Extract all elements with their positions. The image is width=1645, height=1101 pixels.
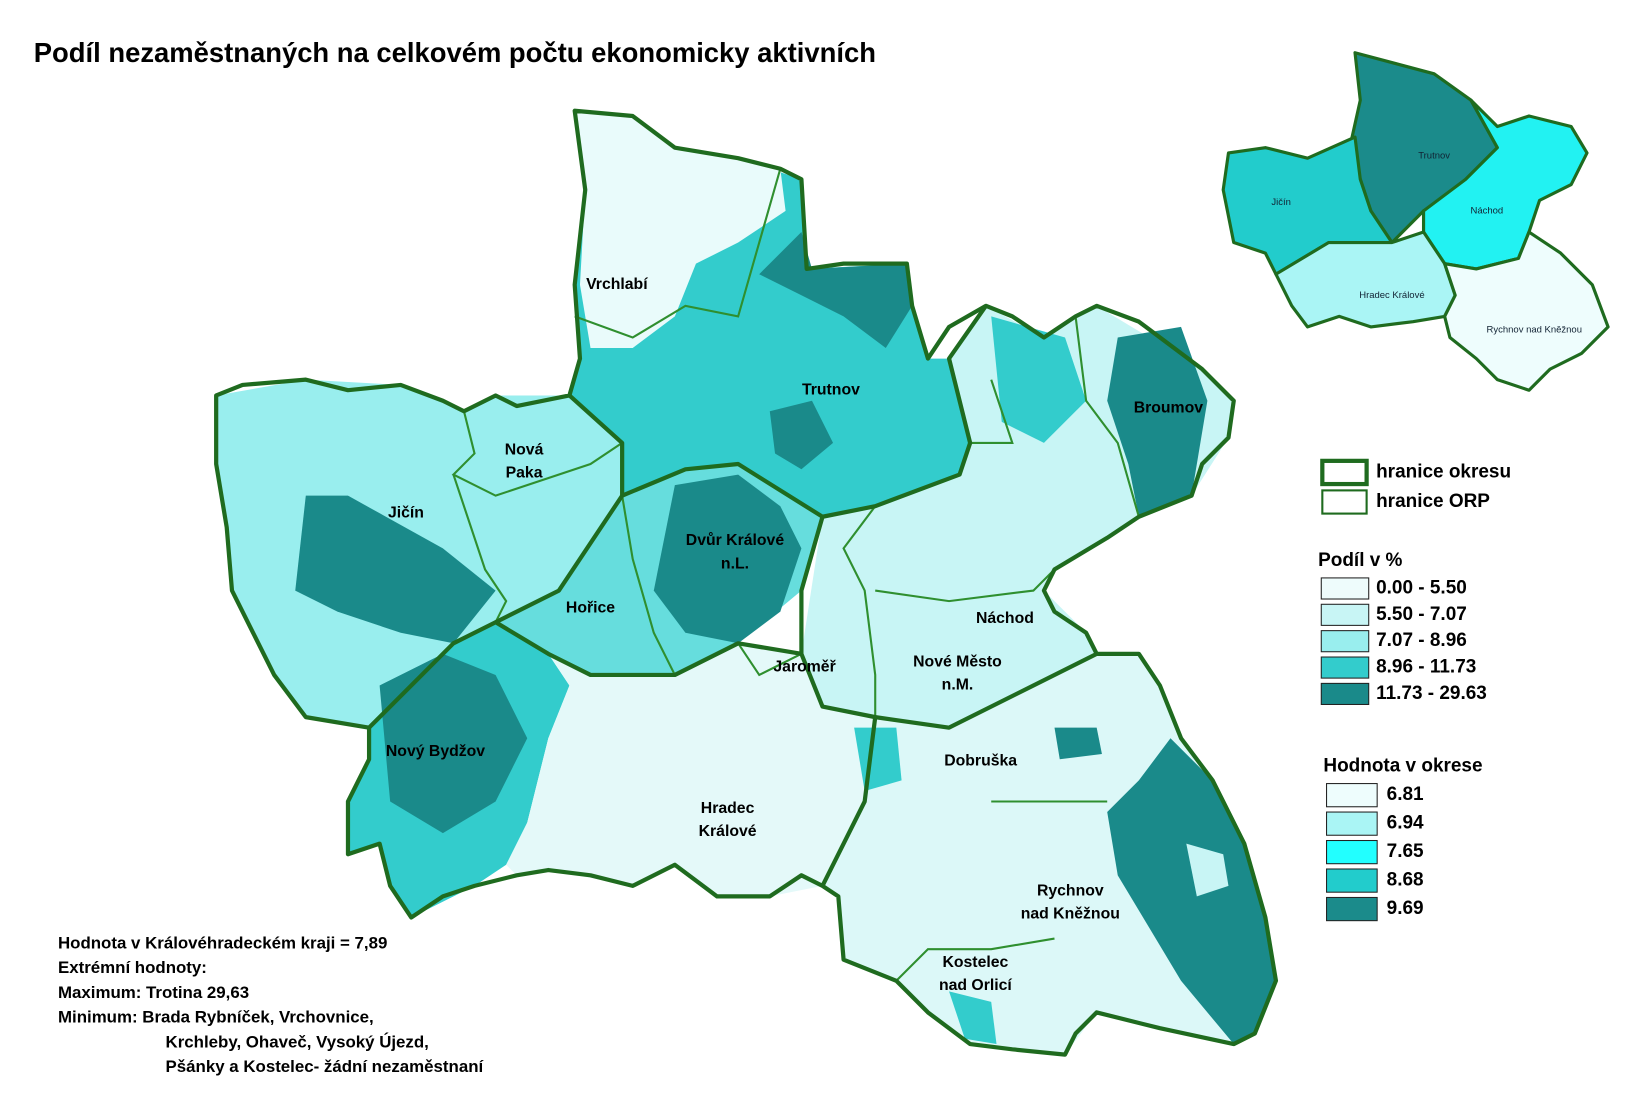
map-label: Vrchlabí bbox=[586, 276, 648, 293]
legend-text: 8.96 - 11.73 bbox=[1376, 657, 1476, 678]
note: Hodnota v Královéhradeckém kraji = 7,89 bbox=[58, 933, 387, 952]
orp-boundary bbox=[621, 495, 676, 676]
inset-label: Hradec Králové bbox=[1359, 290, 1424, 301]
orp-boundary bbox=[895, 937, 1055, 982]
orp-boundary bbox=[1074, 316, 1140, 518]
legend-swatch bbox=[1320, 577, 1370, 600]
orp-boundary bbox=[875, 568, 1056, 603]
main-map bbox=[214, 108, 1279, 1057]
legend-swatch bbox=[1320, 630, 1370, 653]
legend-text: 5.50 - 7.07 bbox=[1376, 604, 1467, 625]
map-label: Paka bbox=[506, 465, 543, 482]
region bbox=[759, 232, 913, 349]
region bbox=[949, 991, 997, 1045]
map-labels: Vrchlabí Trutnov Broumov Nová Paka Jičín Dvůr … bbox=[386, 276, 1203, 994]
legend-swatch bbox=[1326, 839, 1378, 865]
legend-text: 6.81 bbox=[1387, 784, 1424, 805]
map-label: Nové Město bbox=[913, 653, 1002, 670]
inset-district bbox=[1443, 230, 1610, 392]
legend-swatch bbox=[1326, 896, 1378, 922]
map-label: Hořice bbox=[566, 600, 615, 617]
inset-label: Trutnov bbox=[1418, 151, 1450, 162]
inset-label: Rychnov nad Kněžnou bbox=[1487, 325, 1582, 336]
note: Extrémní hodnoty: bbox=[58, 958, 207, 977]
map-label: Dvůr Králové bbox=[686, 532, 785, 549]
legend-text: hranice okresu bbox=[1376, 461, 1511, 482]
map-label: nad Orlicí bbox=[939, 977, 1012, 994]
region bbox=[574, 110, 786, 349]
region bbox=[506, 643, 876, 897]
map-label: Náchod bbox=[976, 610, 1034, 627]
region bbox=[379, 653, 528, 834]
orp-boundary bbox=[452, 474, 508, 623]
legend-swatch bbox=[1326, 783, 1378, 808]
region bbox=[295, 495, 496, 644]
map-label: Jaroměř bbox=[773, 659, 836, 676]
inset-label: Náchod bbox=[1470, 205, 1503, 216]
note: Maximum: Trotina 29,63 bbox=[58, 983, 249, 1002]
orp-boundary bbox=[970, 379, 1014, 444]
map-label: nad Kněžnou bbox=[1021, 906, 1120, 923]
legend-swatch bbox=[1320, 603, 1370, 626]
region bbox=[653, 474, 802, 644]
district-boundary bbox=[799, 516, 825, 654]
orp-boundary bbox=[842, 505, 877, 718]
map-label: Broumov bbox=[1134, 399, 1204, 416]
inset-map: Trutnov Náchod Jičín Hradec Králové Rychnov … bbox=[1221, 51, 1610, 392]
legend-text: 11.73 - 29.63 bbox=[1376, 683, 1487, 704]
region bbox=[1107, 738, 1276, 1045]
notes: Hodnota v Královéhradeckém kraji = 7,89 E… bbox=[58, 933, 484, 1076]
map-label: Nová bbox=[505, 441, 544, 458]
legend-text: 7.07 - 8.96 bbox=[1376, 630, 1467, 651]
legend-text: hranice ORP bbox=[1376, 491, 1490, 512]
district-boundaries bbox=[214, 108, 1279, 1057]
inset-label: Jičín bbox=[1271, 197, 1291, 208]
district-boundary bbox=[367, 620, 876, 730]
legend-text: 6.94 bbox=[1387, 813, 1424, 834]
legend-swatch bbox=[1326, 811, 1378, 836]
map-label: Nový Bydžov bbox=[386, 743, 485, 760]
legend-title: Podíl v % bbox=[1318, 550, 1402, 571]
title: Podíl nezaměstnaných na celkovém počtu e… bbox=[34, 37, 876, 68]
map-label: Dobruška bbox=[944, 753, 1017, 770]
region-outline bbox=[214, 108, 1279, 1057]
map-label: n.L. bbox=[721, 555, 749, 572]
region bbox=[1186, 843, 1229, 897]
note: Pšánky a Kostelec- žádní nezaměstnaní bbox=[166, 1057, 485, 1076]
map-label: Jičín bbox=[388, 505, 424, 522]
map-label: Kostelec bbox=[942, 954, 1008, 971]
legend-swatch bbox=[1320, 656, 1370, 679]
map-label: n.M. bbox=[942, 677, 974, 694]
legend-text: 0.00 - 5.50 bbox=[1376, 577, 1467, 598]
legend: hranice okresu hranice ORP Podíl v % 0.00 -… bbox=[1318, 458, 1511, 922]
map-label: Rychnov bbox=[1037, 882, 1104, 899]
map-label: Králové bbox=[699, 823, 757, 840]
orp-boundary bbox=[451, 411, 623, 497]
orp-boundary bbox=[574, 168, 782, 339]
map-label: Trutnov bbox=[802, 381, 860, 398]
legend-swatch bbox=[1320, 682, 1370, 705]
note: Krchleby, Ohaveč, Vysoký Újezd, bbox=[166, 1032, 429, 1051]
district-boundary bbox=[874, 651, 1098, 730]
region bbox=[769, 400, 834, 470]
legend-text: 8.68 bbox=[1387, 870, 1424, 891]
region bbox=[1107, 326, 1208, 517]
legend-text: 9.69 bbox=[1387, 898, 1424, 919]
district-boundary bbox=[820, 716, 878, 887]
legend-swatch bbox=[1326, 868, 1378, 893]
region bbox=[1054, 727, 1102, 760]
orp-boundary bbox=[737, 642, 802, 677]
boundary-swatch bbox=[1320, 458, 1369, 487]
boundary-swatch bbox=[1321, 489, 1368, 515]
region bbox=[991, 316, 1087, 443]
legend-text: 7.65 bbox=[1387, 841, 1424, 862]
district-boundary bbox=[494, 494, 624, 625]
orp-boundaries bbox=[451, 168, 1140, 982]
note: Minimum: Brada Rybníček, Vrchovnice, bbox=[58, 1008, 374, 1027]
legend-title: Hodnota v okrese bbox=[1323, 756, 1482, 777]
map-label: Hradec bbox=[701, 800, 755, 817]
